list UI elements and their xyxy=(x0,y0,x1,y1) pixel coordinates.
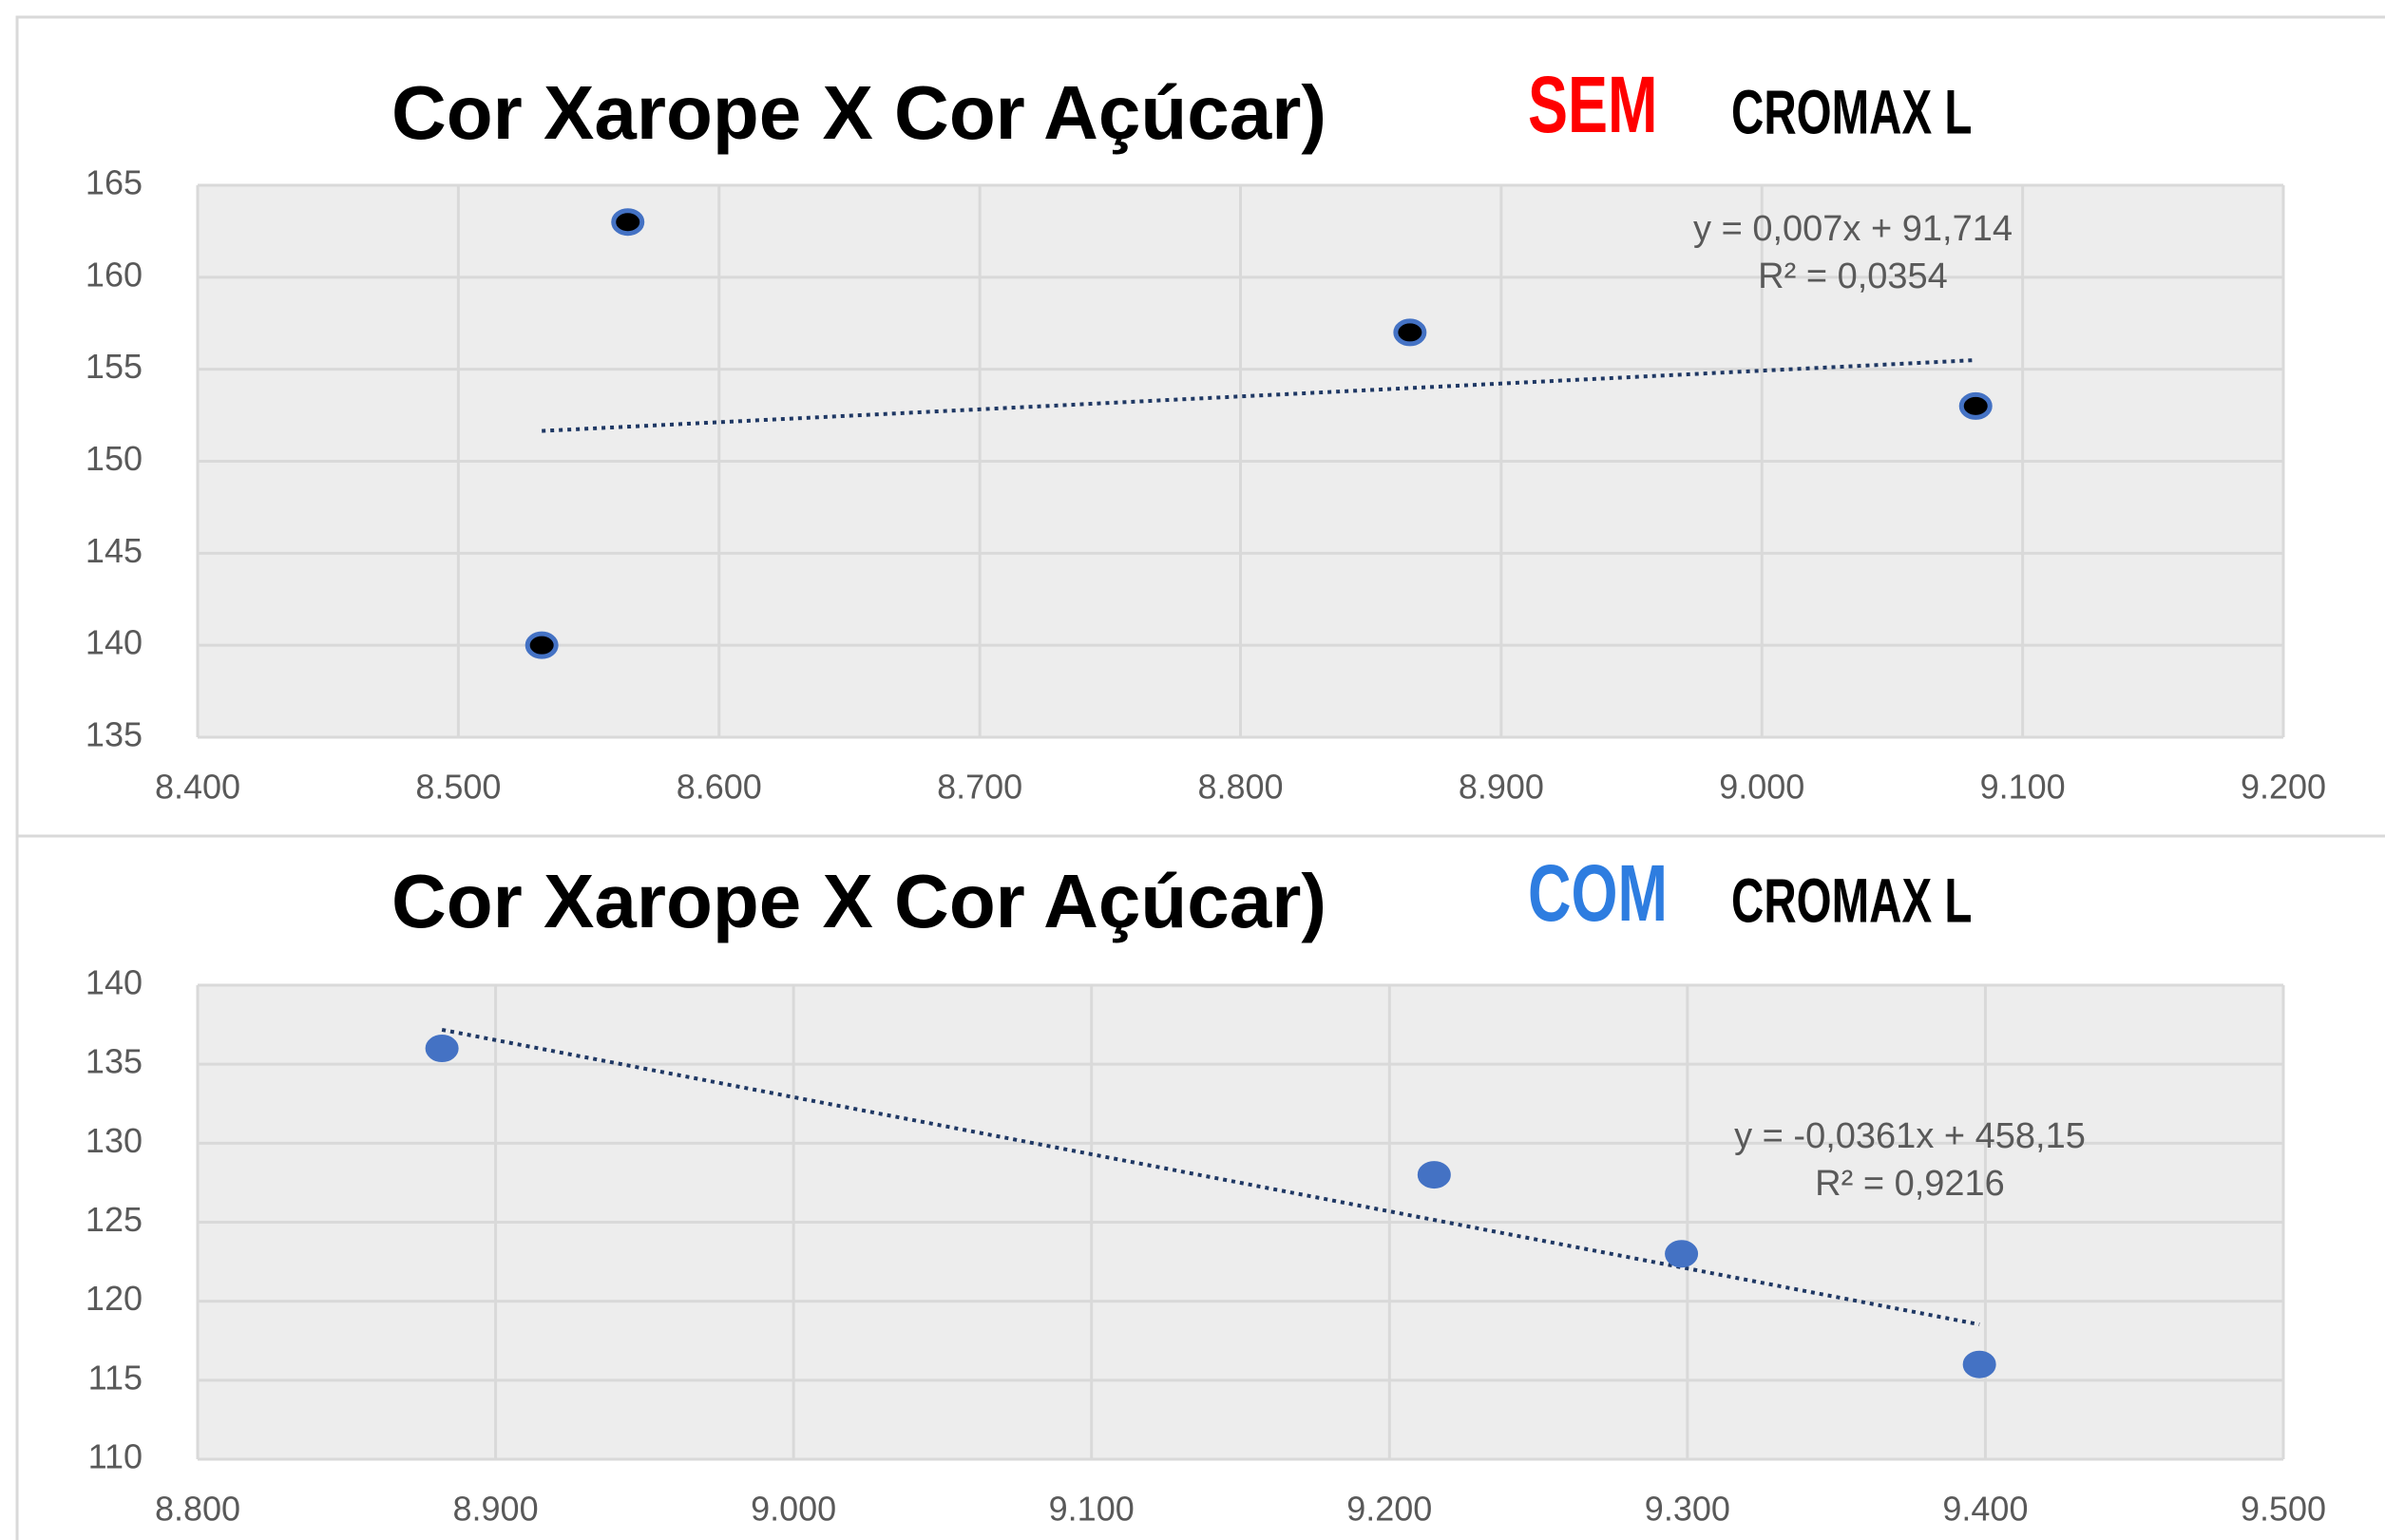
y-tick-label: 140 xyxy=(86,963,143,1002)
x-tick-label: 8.900 xyxy=(1459,768,1544,807)
frame xyxy=(15,15,2385,1540)
x-tick-label: 9.500 xyxy=(2241,1490,2326,1529)
point xyxy=(611,208,645,237)
trendline-equation: R² = 0,9216 xyxy=(1815,1164,2005,1204)
chart-tag: COM xyxy=(1528,848,1668,938)
y-tick-label: 165 xyxy=(86,163,143,202)
point xyxy=(1962,1350,1996,1378)
x-tick-label: 9.300 xyxy=(1645,1490,1730,1529)
chart-tag: SEM xyxy=(1528,60,1658,149)
point xyxy=(1665,1240,1699,1268)
x-tick-label: 9.000 xyxy=(1719,768,1804,807)
trendline-equation: R² = 0,0354 xyxy=(1758,257,1948,296)
y-tick-label: 135 xyxy=(86,715,143,754)
y-tick-label: 155 xyxy=(86,347,143,386)
trendline-equation: y = 0,007x + 91,714 xyxy=(1693,209,2013,249)
x-tick-label: 9.000 xyxy=(751,1490,836,1529)
chart-title: Cor Xarope X Cor Açúcar) xyxy=(391,859,1326,943)
x-tick-label: 9.400 xyxy=(1942,1490,2028,1529)
chart-tag-note: CROMAX L xyxy=(1731,78,1972,147)
x-tick-label: 8.600 xyxy=(677,768,762,807)
x-tick-label: 9.100 xyxy=(1049,1490,1135,1529)
x-tick-label: 9.100 xyxy=(1980,768,2066,807)
y-tick-label: 160 xyxy=(86,255,143,294)
point xyxy=(525,631,559,659)
x-tick-label: 9.200 xyxy=(2241,768,2326,807)
y-tick-label: 125 xyxy=(86,1200,143,1239)
point xyxy=(1417,1161,1451,1189)
x-tick-label: 8.500 xyxy=(415,768,501,807)
y-tick-label: 120 xyxy=(86,1279,143,1318)
x-tick-label: 9.200 xyxy=(1346,1490,1432,1529)
chart-tag-note: CROMAX L xyxy=(1731,866,1972,936)
y-tick-label: 145 xyxy=(86,531,143,570)
point xyxy=(1958,391,1993,420)
y-tick-label: 115 xyxy=(88,1358,143,1397)
x-tick-label: 8.900 xyxy=(453,1490,539,1529)
point xyxy=(1393,318,1427,347)
y-tick-label: 140 xyxy=(86,623,143,662)
trendline-equation: y = -0,0361x + 458,15 xyxy=(1734,1116,2086,1156)
chart-title: Cor Xarope X Cor Açúcar) xyxy=(391,70,1326,155)
point xyxy=(425,1035,459,1063)
x-tick-label: 8.700 xyxy=(937,768,1022,807)
y-tick-label: 150 xyxy=(86,439,143,478)
y-tick-label: 135 xyxy=(86,1042,143,1081)
y-tick-label: 130 xyxy=(86,1121,143,1160)
x-tick-label: 8.800 xyxy=(1197,768,1283,807)
x-tick-label: 8.800 xyxy=(155,1490,240,1529)
y-tick-label: 110 xyxy=(88,1437,143,1476)
x-tick-label: 8.400 xyxy=(155,768,240,807)
